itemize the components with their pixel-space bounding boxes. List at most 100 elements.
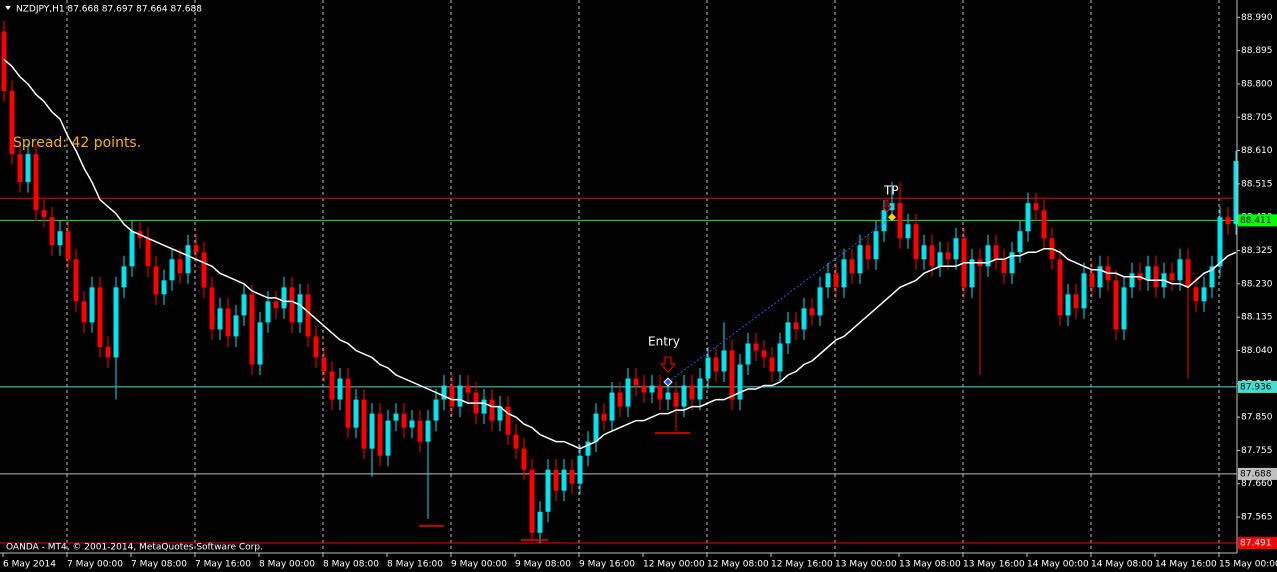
candle-body bbox=[33, 154, 39, 211]
candle-body bbox=[329, 371, 335, 400]
x-tick-label: 15 May 00:00 bbox=[1219, 560, 1277, 570]
candle-body bbox=[601, 413, 607, 421]
candle-body bbox=[489, 399, 495, 421]
menu-triangle[interactable] bbox=[5, 6, 11, 10]
candle-body bbox=[1073, 294, 1079, 309]
candle-body bbox=[761, 350, 767, 358]
y-tick-label: 88.800 bbox=[1241, 79, 1273, 89]
candle-body bbox=[257, 322, 263, 365]
candle-body bbox=[1225, 217, 1231, 225]
y-tick-label: 88.515 bbox=[1241, 179, 1273, 189]
candle-body bbox=[865, 245, 871, 260]
candle-body bbox=[145, 238, 151, 267]
candle-body bbox=[1185, 259, 1191, 288]
candle-body bbox=[545, 469, 551, 512]
x-tick-label: 6 May 2014 bbox=[3, 560, 56, 570]
x-tick-label: 9 May 08:00 bbox=[515, 560, 571, 570]
candle-body bbox=[185, 245, 191, 274]
y-tick-label: 88.990 bbox=[1241, 13, 1273, 23]
y-tick-label: 88.610 bbox=[1241, 146, 1273, 156]
candle-body bbox=[73, 259, 79, 302]
moving-average bbox=[3, 58, 1237, 450]
candle-body bbox=[617, 392, 623, 407]
candle-body bbox=[753, 343, 759, 351]
candle-body bbox=[441, 385, 447, 400]
candle-body bbox=[241, 294, 247, 316]
candle-body bbox=[921, 245, 927, 260]
spread-text: Spread: 42 points. bbox=[13, 135, 141, 151]
candle-body bbox=[225, 308, 231, 337]
candle-body bbox=[1217, 217, 1223, 267]
candle-body bbox=[817, 287, 823, 316]
candle-body bbox=[1017, 231, 1023, 253]
candle-body bbox=[1201, 287, 1207, 302]
candle-body bbox=[801, 308, 807, 330]
candle-body bbox=[945, 252, 951, 260]
candle-body bbox=[729, 350, 735, 400]
y-tick-label: 87.755 bbox=[1241, 446, 1273, 456]
x-tick-label: 13 May 00:00 bbox=[835, 560, 897, 570]
candle-body bbox=[993, 245, 999, 260]
chart-title: NZDJPY,H1 87.668 87.697 87.664 87.688 bbox=[16, 5, 202, 15]
x-tick-label: 8 May 08:00 bbox=[323, 560, 379, 570]
x-tick-label: 9 May 16:00 bbox=[579, 560, 635, 570]
candle-body bbox=[249, 294, 255, 365]
candle-body bbox=[641, 385, 647, 393]
candle-body bbox=[481, 399, 487, 414]
candle-body bbox=[497, 406, 503, 421]
entry-marker bbox=[663, 377, 673, 387]
y-tick-label: 88.135 bbox=[1241, 313, 1273, 323]
candle-body bbox=[657, 385, 663, 400]
candle-body bbox=[505, 406, 511, 435]
candle-body bbox=[1033, 203, 1039, 211]
price-label: 87.491 bbox=[1240, 538, 1272, 548]
candle-body bbox=[561, 469, 567, 491]
candle-body bbox=[233, 315, 239, 337]
candle-body bbox=[209, 287, 215, 330]
candle-body bbox=[425, 420, 431, 442]
candle-body bbox=[929, 245, 935, 267]
candle-body bbox=[705, 357, 711, 379]
candle-body bbox=[537, 511, 543, 533]
candle-body bbox=[593, 413, 599, 442]
candle-body bbox=[1057, 259, 1063, 316]
candle-body bbox=[897, 203, 903, 239]
candle-body bbox=[129, 231, 135, 267]
candle-body bbox=[841, 259, 847, 288]
candle-body bbox=[673, 392, 679, 407]
tp-arrow bbox=[882, 199, 892, 214]
candle-body bbox=[889, 203, 895, 211]
candle-body bbox=[737, 364, 743, 400]
candle-body bbox=[785, 322, 791, 344]
candle-body bbox=[273, 301, 279, 309]
y-tick-label: 88.705 bbox=[1241, 113, 1273, 123]
y-tick-label: 88.040 bbox=[1241, 346, 1273, 356]
candle-body bbox=[1041, 210, 1047, 239]
candle-body bbox=[1145, 266, 1151, 281]
candle-body bbox=[913, 224, 919, 260]
x-tick-label: 14 May 08:00 bbox=[1091, 560, 1153, 570]
candle-body bbox=[81, 301, 87, 323]
candle-body bbox=[681, 385, 687, 407]
candle-body bbox=[305, 294, 311, 337]
candle-body bbox=[985, 245, 991, 267]
price-label: 87.688 bbox=[1240, 469, 1272, 479]
candle-body bbox=[313, 336, 319, 358]
x-tick-label: 8 May 16:00 bbox=[387, 560, 443, 570]
y-tick-label: 87.565 bbox=[1241, 513, 1273, 523]
candle-body bbox=[1, 31, 7, 91]
candle-body bbox=[569, 469, 575, 484]
candle-body bbox=[121, 266, 127, 288]
candle-body bbox=[1177, 259, 1183, 281]
candle-body bbox=[217, 308, 223, 330]
candle-body bbox=[89, 287, 95, 323]
candle-body bbox=[1009, 252, 1015, 274]
candle-body bbox=[369, 413, 375, 449]
price-label: 87.936 bbox=[1240, 382, 1272, 392]
candle-body bbox=[337, 378, 343, 400]
candle-body bbox=[1169, 273, 1175, 281]
candle-body bbox=[265, 301, 271, 323]
candle-body bbox=[721, 350, 727, 372]
candle-body bbox=[153, 266, 159, 295]
